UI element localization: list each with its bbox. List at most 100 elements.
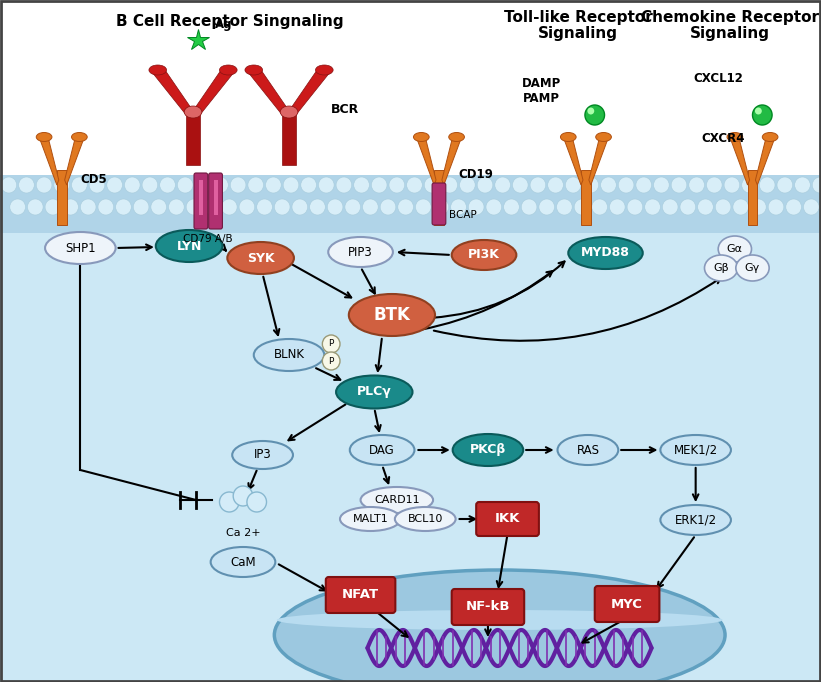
Circle shape [671, 177, 687, 193]
Circle shape [548, 177, 563, 193]
Text: BLNK: BLNK [273, 349, 304, 361]
Circle shape [309, 199, 325, 215]
Ellipse shape [413, 132, 429, 141]
Ellipse shape [277, 610, 722, 630]
Text: MALT1: MALT1 [353, 514, 388, 524]
Circle shape [477, 177, 493, 193]
Ellipse shape [245, 65, 262, 75]
Bar [747, 170, 758, 225]
Circle shape [786, 199, 801, 215]
Circle shape [486, 199, 502, 215]
Bar [0, 175, 821, 682]
Text: BTK: BTK [374, 306, 411, 324]
Circle shape [10, 199, 25, 215]
Text: MYD88: MYD88 [581, 246, 630, 259]
Circle shape [468, 199, 484, 215]
Text: DAMP: DAMP [522, 77, 561, 90]
Circle shape [716, 199, 731, 215]
Polygon shape [589, 137, 608, 185]
Circle shape [406, 177, 422, 193]
Polygon shape [442, 137, 461, 185]
Text: BCL10: BCL10 [407, 514, 443, 524]
Text: PLCγ: PLCγ [357, 385, 391, 398]
Polygon shape [731, 137, 749, 185]
Circle shape [178, 177, 193, 193]
Circle shape [168, 199, 184, 215]
FancyBboxPatch shape [209, 173, 222, 229]
Circle shape [274, 199, 290, 215]
Text: Toll-like Receptor: Toll-like Receptor [504, 10, 653, 25]
Text: Chemokine Receptor: Chemokine Receptor [641, 10, 819, 25]
Ellipse shape [149, 65, 167, 75]
Circle shape [323, 335, 340, 353]
Ellipse shape [763, 132, 778, 141]
Circle shape [592, 199, 608, 215]
Circle shape [160, 177, 175, 193]
Bar [581, 170, 591, 225]
FancyBboxPatch shape [194, 173, 208, 229]
Ellipse shape [328, 237, 393, 267]
Text: Ag: Ag [215, 18, 232, 31]
Circle shape [328, 199, 343, 215]
Text: RAS: RAS [577, 443, 599, 456]
Circle shape [821, 199, 837, 215]
Circle shape [521, 199, 537, 215]
Ellipse shape [315, 65, 334, 75]
Ellipse shape [718, 236, 752, 262]
Text: IKK: IKK [495, 512, 520, 526]
Polygon shape [417, 137, 436, 185]
Circle shape [28, 199, 43, 215]
Circle shape [336, 177, 352, 193]
Polygon shape [40, 137, 59, 185]
Circle shape [18, 177, 34, 193]
Bar [199, 180, 203, 215]
Circle shape [794, 177, 810, 193]
Circle shape [106, 177, 122, 193]
Circle shape [697, 199, 713, 215]
Text: CXCR4: CXCR4 [701, 132, 745, 145]
Circle shape [654, 177, 670, 193]
Text: BCAP: BCAP [449, 210, 477, 220]
Text: Signaling: Signaling [690, 26, 770, 41]
Ellipse shape [227, 242, 294, 274]
Text: DAG: DAG [370, 443, 395, 456]
Circle shape [239, 199, 255, 215]
Text: SHP1: SHP1 [65, 241, 96, 254]
Ellipse shape [210, 547, 276, 577]
Circle shape [618, 177, 634, 193]
Circle shape [812, 177, 828, 193]
Circle shape [233, 486, 253, 506]
Text: Gγ: Gγ [745, 263, 760, 273]
Circle shape [323, 352, 340, 370]
Circle shape [318, 177, 334, 193]
Circle shape [204, 199, 220, 215]
Circle shape [742, 177, 758, 193]
Circle shape [768, 199, 784, 215]
Ellipse shape [449, 132, 464, 141]
Circle shape [266, 177, 282, 193]
Ellipse shape [360, 487, 433, 513]
Ellipse shape [561, 132, 576, 141]
Ellipse shape [705, 255, 737, 281]
Circle shape [1, 177, 17, 193]
Circle shape [556, 199, 572, 215]
Circle shape [587, 108, 594, 115]
Polygon shape [65, 137, 83, 185]
Circle shape [755, 108, 762, 115]
Ellipse shape [557, 435, 618, 465]
Circle shape [230, 177, 246, 193]
Circle shape [389, 177, 405, 193]
Circle shape [220, 492, 239, 512]
Circle shape [98, 199, 114, 215]
Circle shape [494, 177, 510, 193]
Circle shape [433, 199, 449, 215]
Circle shape [345, 199, 360, 215]
Circle shape [124, 177, 140, 193]
Ellipse shape [660, 435, 731, 465]
Text: PI3K: PI3K [468, 248, 500, 261]
Bar [434, 170, 444, 225]
Circle shape [80, 199, 96, 215]
Circle shape [751, 199, 766, 215]
Circle shape [398, 199, 413, 215]
Circle shape [530, 177, 546, 193]
